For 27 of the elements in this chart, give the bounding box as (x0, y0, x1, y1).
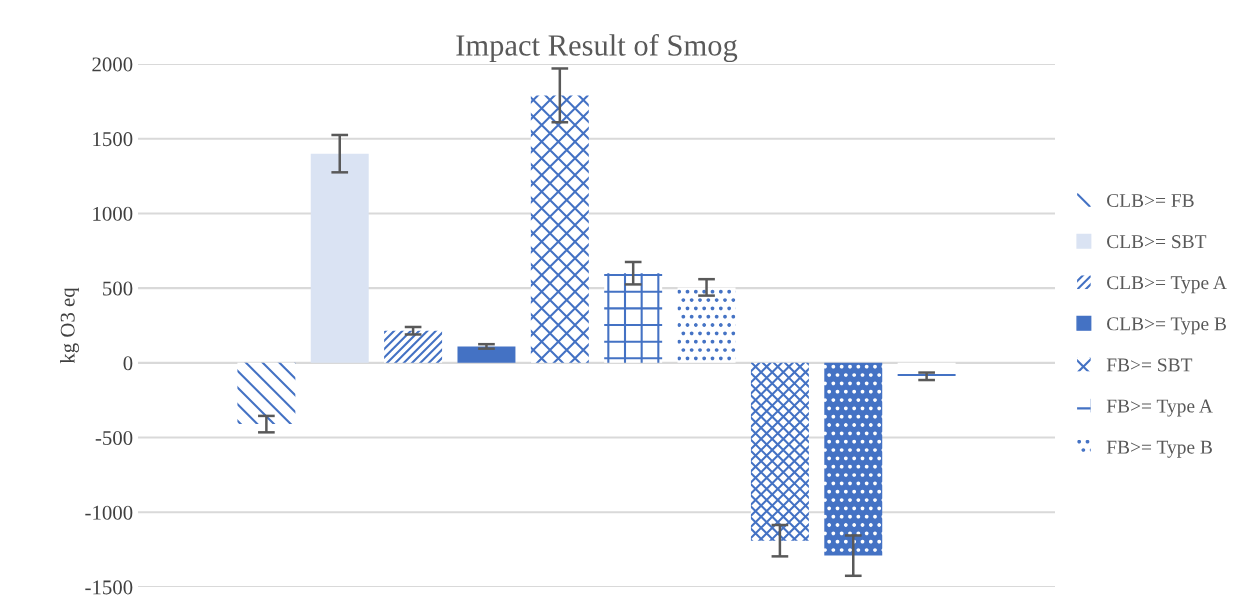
bar (237, 362, 296, 425)
bar (750, 362, 809, 541)
legend-label: CLB>= SBT (1107, 235, 1207, 249)
y-axis-title: kg O3 eq (60, 287, 79, 364)
legend-label: FB>= Type B (1106, 440, 1212, 458)
y-tick-label: 2000 (92, 57, 133, 72)
bar (457, 346, 516, 363)
y-tick-label: -1000 (85, 505, 133, 520)
chart-title: Impact Result of Smog (456, 33, 738, 63)
legend-label: CLB>= Type A (1107, 276, 1227, 294)
bar (824, 362, 883, 556)
y-tick-label: 1000 (93, 206, 133, 221)
y-tick-label: -1500 (85, 580, 133, 595)
y-tick-label: 0 (123, 356, 133, 371)
y-tick-label: -500 (95, 430, 133, 445)
bar (530, 95, 589, 363)
y-tick-label: 1500 (93, 132, 133, 147)
bar (897, 362, 956, 377)
bar (310, 153, 369, 363)
legend-label: FB>= SBT (1106, 358, 1193, 372)
y-tick-label: 500 (103, 281, 133, 296)
legend-label: CLB>= FB (1107, 193, 1194, 208)
legend-label: CLB>= Type B (1107, 317, 1226, 335)
bar (604, 273, 663, 363)
legend-label: FB>= Type A (1106, 399, 1213, 417)
bar (384, 330, 443, 363)
bar (677, 287, 736, 363)
